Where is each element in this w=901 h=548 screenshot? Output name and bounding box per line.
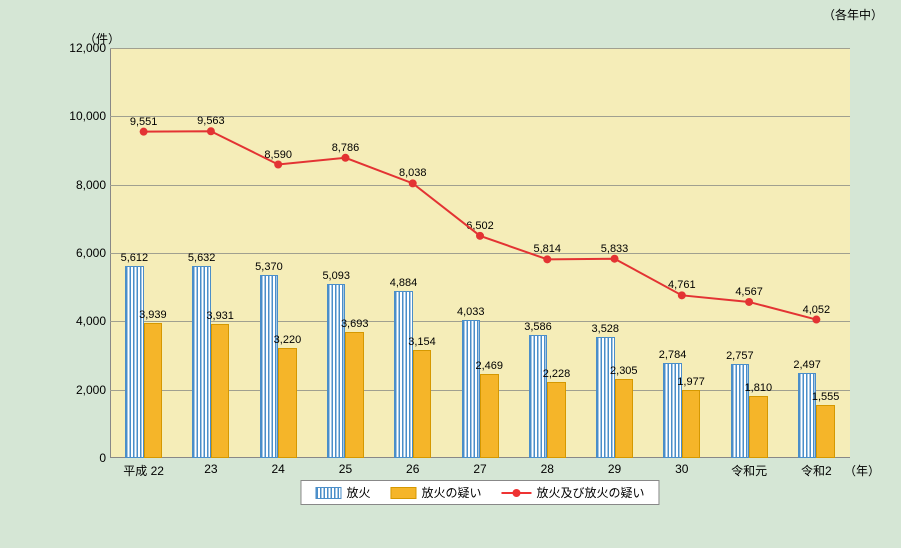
bar-label: 5,612 xyxy=(121,252,149,264)
top-note: （各年中） xyxy=(823,6,883,23)
hatched-swatch-icon xyxy=(315,487,341,499)
x-tick-label: 令和2 xyxy=(801,462,832,479)
bar-solid-2 xyxy=(278,348,297,458)
bar-solid-5 xyxy=(480,374,499,458)
y-tick-label: 4,000 xyxy=(46,314,106,328)
bar-label: 2,784 xyxy=(659,349,687,361)
y-tick-label: 12,000 xyxy=(46,41,106,55)
bar-solid-9 xyxy=(749,396,768,458)
bar-label: 3,528 xyxy=(592,323,620,335)
bar-label: 3,693 xyxy=(341,318,369,330)
line-label: 8,786 xyxy=(332,142,360,154)
y-tick-label: 2,000 xyxy=(46,383,106,397)
line-label: 4,761 xyxy=(668,279,696,291)
gridline xyxy=(110,185,850,186)
line-label: 8,038 xyxy=(399,167,427,179)
bar-label: 4,033 xyxy=(457,306,485,318)
bar-label: 1,555 xyxy=(812,391,840,403)
x-tick-label: 25 xyxy=(339,462,352,476)
gridline xyxy=(110,253,850,254)
plot-area: （年） 放火 放火の疑い 放火及び放火の疑い 02,0004,0006,0008… xyxy=(110,48,850,458)
chart-container: （各年中） （件） （年） 放火 放火の疑い 放火及び放火の疑い xyxy=(0,0,901,548)
bar-label: 2,228 xyxy=(543,368,571,380)
x-tick-label: 29 xyxy=(608,462,621,476)
line-label: 6,502 xyxy=(466,220,494,232)
x-tick-label: 28 xyxy=(541,462,554,476)
legend-label: 放火 xyxy=(346,484,370,501)
bar-label: 2,497 xyxy=(793,359,821,371)
bar-label: 5,093 xyxy=(322,270,350,282)
line-label: 9,551 xyxy=(130,116,158,128)
bar-solid-7 xyxy=(615,379,634,458)
x-tick-label: 平成 22 xyxy=(123,462,164,479)
legend-item-line: 放火及び放火の疑い xyxy=(502,484,645,501)
bar-solid-4 xyxy=(413,350,432,458)
bar-hatched-5 xyxy=(462,320,481,458)
legend-label: 放火の疑い xyxy=(421,484,481,501)
x-tick-label: 26 xyxy=(406,462,419,476)
legend: 放火 放火の疑い 放火及び放火の疑い xyxy=(300,480,659,505)
bar-label: 1,977 xyxy=(677,376,705,388)
bar-solid-0 xyxy=(144,323,163,458)
x-axis-unit: （年） xyxy=(844,462,880,479)
bar-hatched-10 xyxy=(798,373,817,458)
bar-hatched-7 xyxy=(596,337,615,458)
bar-hatched-1 xyxy=(192,266,211,458)
line-swatch-icon xyxy=(502,487,532,499)
bar-label: 5,370 xyxy=(255,261,283,273)
bar-hatched-9 xyxy=(731,364,750,458)
bar-label: 2,469 xyxy=(475,360,503,372)
line-label: 5,833 xyxy=(601,243,629,255)
bar-hatched-6 xyxy=(529,335,548,458)
bar-hatched-0 xyxy=(125,266,144,458)
line-label: 5,814 xyxy=(534,243,562,255)
legend-label: 放火及び放火の疑い xyxy=(537,484,645,501)
bar-label: 4,884 xyxy=(390,277,418,289)
bar-hatched-2 xyxy=(260,275,279,458)
x-tick-label: 24 xyxy=(271,462,284,476)
chart-area: （件） （年） 放火 放火の疑い 放火及び放火の疑い 02,0004,0006, xyxy=(40,30,860,508)
line-label: 8,590 xyxy=(264,149,292,161)
bar-solid-8 xyxy=(682,390,701,458)
legend-item-bar1: 放火 xyxy=(315,484,370,501)
line-label: 4,567 xyxy=(735,286,763,298)
bar-label: 3,586 xyxy=(524,321,552,333)
bar-label: 1,810 xyxy=(745,382,773,394)
x-tick-label: 23 xyxy=(204,462,217,476)
bar-label: 3,931 xyxy=(206,310,234,322)
solid-swatch-icon xyxy=(390,487,416,499)
legend-item-bar2: 放火の疑い xyxy=(390,484,481,501)
y-tick-label: 10,000 xyxy=(46,109,106,123)
bar-hatched-3 xyxy=(327,284,346,458)
x-tick-label: 30 xyxy=(675,462,688,476)
x-tick-label: 令和元 xyxy=(731,462,767,479)
bar-solid-3 xyxy=(345,332,364,458)
y-tick-label: 6,000 xyxy=(46,246,106,260)
bar-label: 3,939 xyxy=(139,309,167,321)
line-label: 4,052 xyxy=(803,304,831,316)
bar-hatched-4 xyxy=(394,291,413,458)
gridline xyxy=(110,48,850,49)
bar-solid-10 xyxy=(816,405,835,458)
bar-label: 2,757 xyxy=(726,350,754,362)
bar-label: 3,154 xyxy=(408,336,436,348)
y-tick-label: 0 xyxy=(46,451,106,465)
bar-label: 2,305 xyxy=(610,365,638,377)
bar-label: 5,632 xyxy=(188,252,216,264)
bar-solid-6 xyxy=(547,382,566,458)
bar-label: 3,220 xyxy=(274,334,302,346)
bar-solid-1 xyxy=(211,324,230,458)
x-tick-label: 27 xyxy=(473,462,486,476)
y-tick-label: 8,000 xyxy=(46,178,106,192)
line-label: 9,563 xyxy=(197,115,225,127)
